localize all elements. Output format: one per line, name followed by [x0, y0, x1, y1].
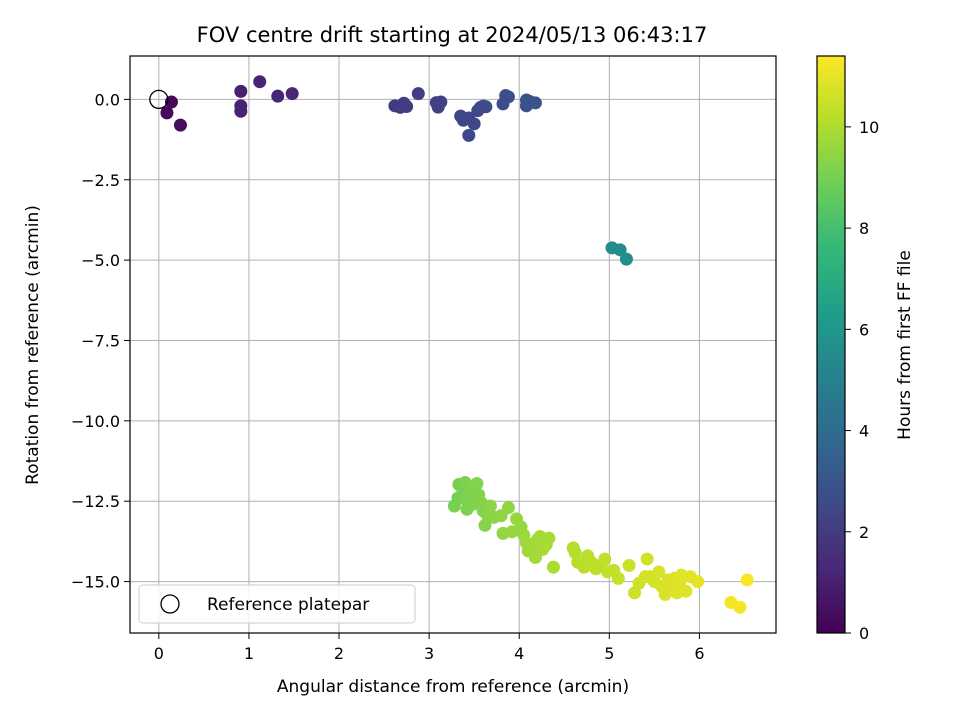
data-points: [160, 75, 754, 614]
data-point: [611, 571, 625, 585]
y-axis-ticks: 0.0 −2.5 −5.0 −7.5 −10.0 −12.5 −15.0: [71, 90, 130, 592]
y-tick-label: −2.5: [81, 171, 120, 190]
colorbar-label: Hours from first FF file: [895, 250, 915, 440]
y-tick-label: −12.5: [71, 492, 120, 511]
data-point: [501, 90, 515, 104]
data-point: [271, 89, 285, 103]
x-tick-label: 2: [334, 644, 344, 663]
x-tick-label: 0: [154, 644, 164, 663]
data-point: [285, 87, 299, 101]
legend-box: [138, 584, 416, 624]
x-tick-label: 4: [514, 644, 524, 663]
data-point: [483, 499, 497, 513]
colorbar: 0 2 4 6 8 10 Hours from first FF file: [816, 55, 915, 643]
data-point: [691, 575, 705, 589]
data-point: [234, 84, 248, 98]
x-tick-label: 3: [424, 644, 434, 663]
legend-marker: [160, 594, 180, 614]
legend: Reference platepar: [138, 584, 416, 624]
data-point: [234, 104, 248, 118]
data-point: [253, 75, 267, 89]
data-point: [628, 586, 642, 600]
colorbar-tick-label: 6: [859, 320, 869, 339]
data-point: [431, 100, 445, 114]
colorbar-ticks: 0 2 4 6 8 10: [845, 118, 879, 643]
chart-title: FOV centre drift starting at 2024/05/13 …: [197, 23, 708, 47]
y-tick-label: −10.0: [71, 412, 120, 431]
colorbar-tick-label: 4: [859, 422, 869, 441]
data-point: [619, 252, 633, 266]
data-point: [652, 565, 666, 579]
data-point: [542, 531, 556, 545]
data-point: [640, 552, 654, 566]
x-tick-label: 5: [604, 644, 614, 663]
data-point: [501, 501, 515, 515]
plot-frame: [129, 55, 777, 634]
data-point: [733, 600, 747, 614]
data-point: [546, 560, 560, 574]
data-point: [622, 558, 636, 572]
colorbar-fill: [816, 55, 846, 634]
y-tick-label: −7.5: [81, 331, 120, 350]
data-point: [740, 573, 754, 587]
y-axis-label: Rotation from reference (arcmin): [23, 205, 43, 485]
data-point: [400, 99, 414, 113]
colorbar-tick-label: 0: [859, 624, 869, 643]
data-point: [528, 96, 542, 110]
data-point: [470, 477, 484, 491]
data-point: [411, 87, 425, 101]
x-tick-label: 1: [244, 644, 254, 663]
reference-point-marker: [149, 89, 169, 110]
y-tick-label: −15.0: [71, 573, 120, 592]
data-point: [462, 128, 476, 142]
colorbar-tick-label: 2: [859, 523, 869, 542]
data-point: [479, 100, 493, 114]
legend-entry-reference: Reference platepar: [207, 595, 369, 615]
y-tick-label: −5.0: [81, 251, 120, 270]
data-point: [613, 243, 627, 257]
data-point: [173, 118, 187, 132]
x-tick-label: 6: [694, 644, 704, 663]
data-point: [598, 552, 612, 566]
data-point: [467, 117, 481, 131]
colorbar-tick-label: 10: [859, 118, 879, 137]
grid: [130, 56, 776, 633]
y-tick-label: 0.0: [95, 90, 120, 109]
x-axis-label: Angular distance from reference (arcmin): [277, 677, 629, 697]
x-axis-ticks: 0 1 2 3 4 5 6: [154, 633, 705, 663]
colorbar-tick-label: 8: [859, 219, 869, 238]
data-point: [160, 106, 174, 120]
data-point: [679, 584, 693, 598]
